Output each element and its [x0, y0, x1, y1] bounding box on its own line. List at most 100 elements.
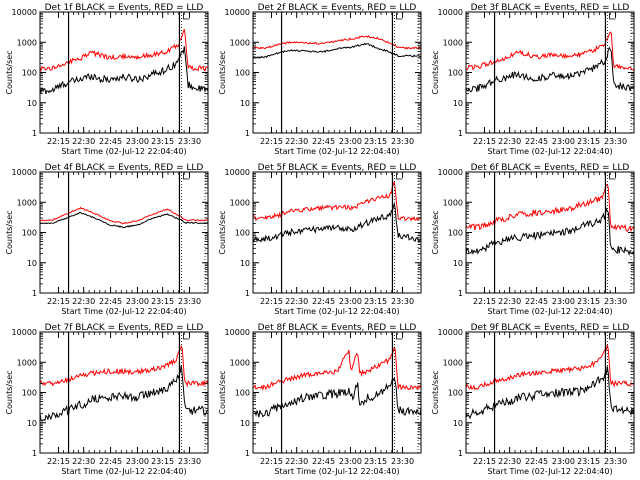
- x-tick-label: 22:30: [72, 297, 95, 306]
- x-tick-label: 23:30: [604, 297, 627, 306]
- x-tick-label: 23:15: [577, 297, 600, 306]
- x-tick-label: 22:45: [99, 457, 122, 466]
- panel-det-6: 1 10 100 1000 10000 22:15 22:30 22:45 23:00 23:15…: [431, 163, 635, 316]
- x-tick-label: 22:30: [498, 297, 521, 306]
- x-tick-label: 23:15: [577, 457, 600, 466]
- x-tick-label: 23:30: [391, 137, 414, 146]
- y-tick-label: 10000: [225, 8, 250, 17]
- y-tick-label: 100: [22, 229, 37, 238]
- corner-marker: [396, 173, 403, 180]
- x-tick-label: 23:30: [604, 137, 627, 146]
- x-tick-label: 22:30: [285, 297, 308, 306]
- series-lld-line: [466, 183, 634, 233]
- panel-title: Det 6f BLACK = Events, RED = LLD: [471, 163, 630, 173]
- x-tick-label: 23:30: [604, 457, 627, 466]
- x-tick-label: 23:30: [391, 457, 414, 466]
- corner-marker: [183, 13, 190, 20]
- y-axis-label: Counts/sec: [431, 50, 440, 94]
- plot-frame: [465, 11, 635, 134]
- corner-marker: [183, 333, 190, 340]
- y-tick-label: 10000: [438, 168, 463, 177]
- y-tick-label: 100: [235, 229, 250, 238]
- corner-marker: [609, 173, 616, 180]
- y-tick-label: 10000: [12, 8, 37, 17]
- panel-title: Det 9f BLACK = Events, RED = LLD: [471, 323, 630, 333]
- y-tick-label: 1: [32, 289, 37, 298]
- x-tick-label: 23:15: [577, 137, 600, 146]
- corner-marker: [609, 13, 616, 20]
- y-tick-label: 100: [235, 69, 250, 78]
- y-tick-label: 1000: [443, 38, 463, 47]
- panel-det-7: 1 10 100 1000 10000 22:15 22:30 22:45 23:00 23:15…: [5, 323, 209, 476]
- x-tick-label: 22:45: [99, 137, 122, 146]
- x-tick-label: 23:15: [364, 297, 387, 306]
- y-tick-label: 10: [27, 419, 37, 428]
- y-tick-label: 1: [32, 449, 37, 458]
- y-tick-label: 1: [458, 129, 463, 138]
- x-axis-label: Start Time (02-Jul-12 22:04:40): [61, 467, 186, 476]
- y-tick-label: 100: [22, 69, 37, 78]
- x-tick-label: 22:45: [525, 137, 548, 146]
- x-tick-label: 23:00: [552, 137, 575, 146]
- x-tick-label: 22:30: [285, 457, 308, 466]
- x-tick-label: 23:15: [151, 457, 174, 466]
- x-tick-label: 23:15: [151, 297, 174, 306]
- panel-title: Det 4f BLACK = Events, RED = LLD: [45, 163, 204, 173]
- x-tick-label: 22:45: [99, 297, 122, 306]
- corner-marker: [609, 333, 616, 340]
- y-tick-label: 1000: [230, 38, 250, 47]
- series-lld-line: [466, 31, 634, 71]
- x-tick-label: 22:45: [525, 297, 548, 306]
- series-events-line: [40, 212, 208, 229]
- x-tick-label: 22:15: [260, 137, 283, 146]
- x-tick-label: 23:00: [339, 137, 362, 146]
- series-events-line: [466, 46, 634, 93]
- y-tick-label: 100: [448, 389, 463, 398]
- y-tick-label: 1: [458, 289, 463, 298]
- y-tick-label: 1000: [17, 198, 37, 207]
- x-tick-label: 22:15: [260, 297, 283, 306]
- y-tick-label: 1000: [443, 358, 463, 367]
- x-tick-label: 23:00: [126, 457, 149, 466]
- panel-det-9: 1 10 100 1000 10000 22:15 22:30 22:45 23:00 23:15…: [431, 323, 635, 476]
- x-tick-label: 23:15: [364, 137, 387, 146]
- x-tick-label: 23:00: [339, 297, 362, 306]
- y-axis-label: Counts/sec: [5, 50, 14, 94]
- y-tick-label: 10: [27, 259, 37, 268]
- x-tick-label: 23:30: [178, 297, 201, 306]
- series-events-line: [466, 366, 634, 420]
- y-axis-label: Counts/sec: [5, 370, 14, 414]
- y-axis-label: Counts/sec: [5, 210, 14, 254]
- y-axis-label: Counts/sec: [218, 370, 227, 414]
- x-tick-label: 22:45: [312, 297, 335, 306]
- x-tick-label: 23:00: [339, 457, 362, 466]
- y-tick-label: 100: [448, 69, 463, 78]
- y-axis-label: Counts/sec: [431, 370, 440, 414]
- x-tick-label: 22:15: [47, 137, 70, 146]
- y-tick-label: 100: [235, 389, 250, 398]
- x-axis-label: Start Time (02-Jul-12 22:04:40): [487, 307, 612, 316]
- x-tick-label: 22:15: [473, 457, 496, 466]
- x-tick-label: 23:30: [178, 457, 201, 466]
- panel-title: Det 7f BLACK = Events, RED = LLD: [45, 323, 204, 333]
- panel-title: Det 2f BLACK = Events, RED = LLD: [258, 3, 417, 13]
- y-tick-label: 10000: [438, 328, 463, 337]
- x-axis-label: Start Time (02-Jul-12 22:04:40): [274, 467, 399, 476]
- x-tick-label: 22:30: [498, 457, 521, 466]
- x-axis-label: Start Time (02-Jul-12 22:04:40): [487, 467, 612, 476]
- x-tick-label: 22:45: [312, 457, 335, 466]
- y-tick-label: 1000: [230, 198, 250, 207]
- panel-det-5: 1 10 100 1000 10000 22:15 22:30 22:45 23:00 23:15…: [218, 163, 422, 316]
- x-tick-label: 22:30: [498, 137, 521, 146]
- x-tick-label: 22:45: [525, 457, 548, 466]
- x-tick-label: 23:00: [552, 297, 575, 306]
- x-tick-label: 22:30: [72, 457, 95, 466]
- y-tick-label: 10: [240, 99, 250, 108]
- y-tick-label: 100: [22, 389, 37, 398]
- x-tick-label: 23:30: [391, 297, 414, 306]
- y-tick-label: 10: [453, 419, 463, 428]
- y-tick-label: 10000: [12, 328, 37, 337]
- y-tick-label: 1: [32, 129, 37, 138]
- x-tick-label: 23:30: [178, 137, 201, 146]
- panel-title: Det 8f BLACK = Events, RED = LLD: [258, 323, 417, 333]
